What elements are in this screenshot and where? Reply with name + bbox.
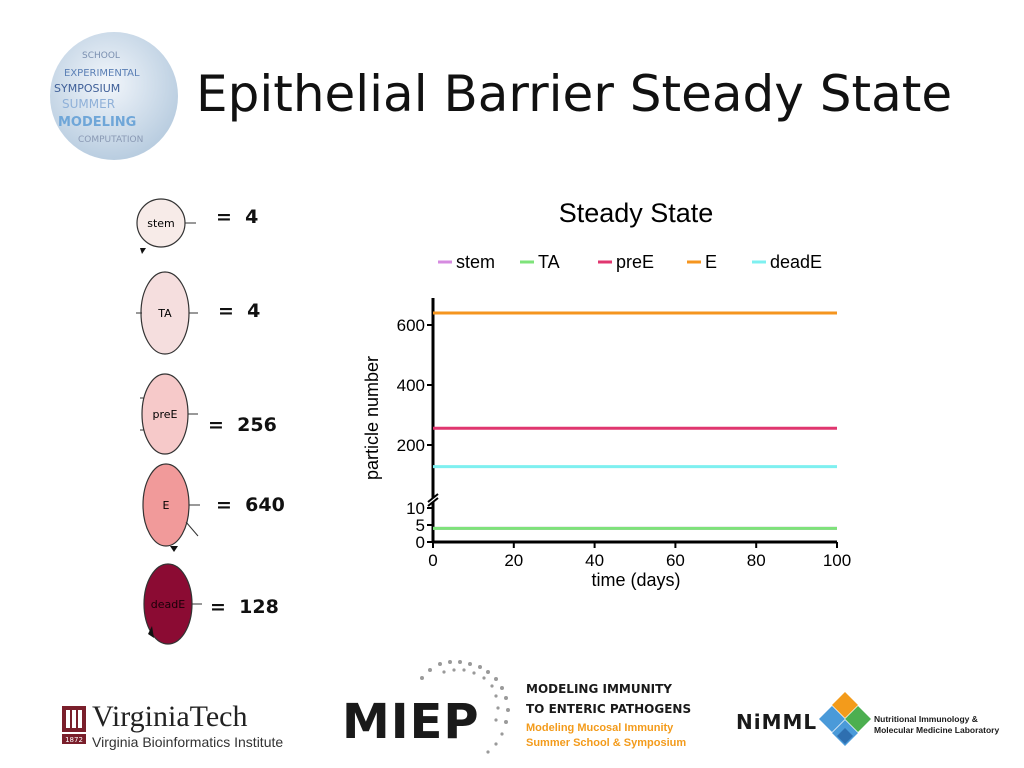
nimml-wordmark: NiMML: [736, 710, 818, 734]
slide-title: Epithelial Barrier Steady State: [196, 65, 953, 123]
globe-word: EXPERIMENTAL: [64, 68, 140, 79]
globe-word: SUMMER: [62, 97, 115, 111]
miep-line-1: MODELING IMMUNITY: [526, 682, 672, 696]
deade-cell-icon: deadE: [143, 563, 202, 645]
miep-line-2: TO ENTERIC PATHOGENS: [526, 702, 692, 716]
e-count: = 640: [216, 494, 285, 516]
vt-institute: Virginia Bioinformatics Institute: [92, 734, 284, 750]
globe-word: MODELING: [58, 115, 136, 130]
miep-wordmark: MIEP: [342, 694, 480, 750]
vt-seal-year: 1872: [65, 736, 83, 744]
chart-title: Steady State: [559, 198, 714, 228]
legend-label-stem: stem: [456, 252, 495, 272]
ta-cell-icon: TA: [136, 271, 198, 355]
nimml-diamond-icon: [819, 692, 871, 746]
nimml-sub-1: Nutritional Immunology &: [874, 714, 978, 724]
miep-line-3: Modeling Mucosal Immunity: [526, 722, 674, 734]
e-cell-label: E: [163, 499, 170, 512]
x-tick-label: 100: [823, 551, 851, 570]
y-axis-label: particle number: [362, 356, 382, 480]
y-axis-break-mark: [427, 497, 439, 507]
legend-label-deadE: deadE: [770, 252, 822, 272]
pree-cell-icon: preE: [140, 373, 198, 455]
x-tick-label: 60: [666, 551, 685, 570]
chart-lines: [433, 311, 837, 530]
miep-dots-icon: [420, 660, 510, 754]
y-tick-label: 0: [416, 533, 425, 552]
x-tick-label: 20: [504, 551, 523, 570]
stem-cell-label: stem: [147, 217, 175, 230]
legend-label-TA: TA: [538, 252, 560, 272]
x-axis-label: time (days): [591, 570, 680, 590]
pree-cell-label: preE: [153, 408, 178, 421]
legend-label-preE: preE: [616, 252, 654, 272]
y-axis-break-mark: [427, 493, 439, 503]
nimml-logo: NiMML Nutritional Immunology & Molecular…: [736, 690, 1006, 756]
y-tick-label: 200: [397, 436, 425, 455]
y-tick-label: 400: [397, 376, 425, 395]
deade-count: = 128: [210, 596, 279, 618]
deade-cell-label: deadE: [151, 598, 185, 611]
miep-logo: MIEP MODELING IMMUNITY TO ENTERIC PATHOG…: [340, 658, 720, 762]
miep-line-4: Summer School & Symposium: [526, 737, 687, 749]
x-tick-label: 40: [585, 551, 604, 570]
globe-word: SYMPOSIUM: [54, 82, 120, 95]
globe-word: SCHOOL: [82, 51, 120, 61]
nimml-sub-2: Molecular Medicine Laboratory: [874, 725, 1000, 735]
globe-word: COMPUTATION: [78, 135, 143, 145]
stem-count: = 4: [216, 206, 259, 228]
y-tick-label: 5: [416, 516, 425, 535]
pree-count: = 256: [208, 414, 277, 436]
y-tick-label: 10: [406, 499, 425, 518]
legend-label-E: E: [705, 252, 717, 272]
stem-cell-icon: stem: [136, 198, 196, 254]
vt-seal-icon: 1872: [62, 706, 86, 744]
x-tick-label: 0: [428, 551, 437, 570]
vt-name: VirginiaTech: [92, 700, 248, 733]
virginia-tech-logo: 1872 VirginiaTech Virginia Bioinformatic…: [60, 700, 320, 756]
x-tick-label: 80: [747, 551, 766, 570]
ta-count: = 4: [218, 300, 261, 322]
y-tick-label: 600: [397, 316, 425, 335]
symposium-globe-logo: SCHOOL EXPERIMENTAL SYMPOSIUM SUMMER MOD…: [50, 32, 178, 160]
ta-cell-label: TA: [157, 307, 172, 320]
e-cell-icon: E: [142, 463, 200, 552]
